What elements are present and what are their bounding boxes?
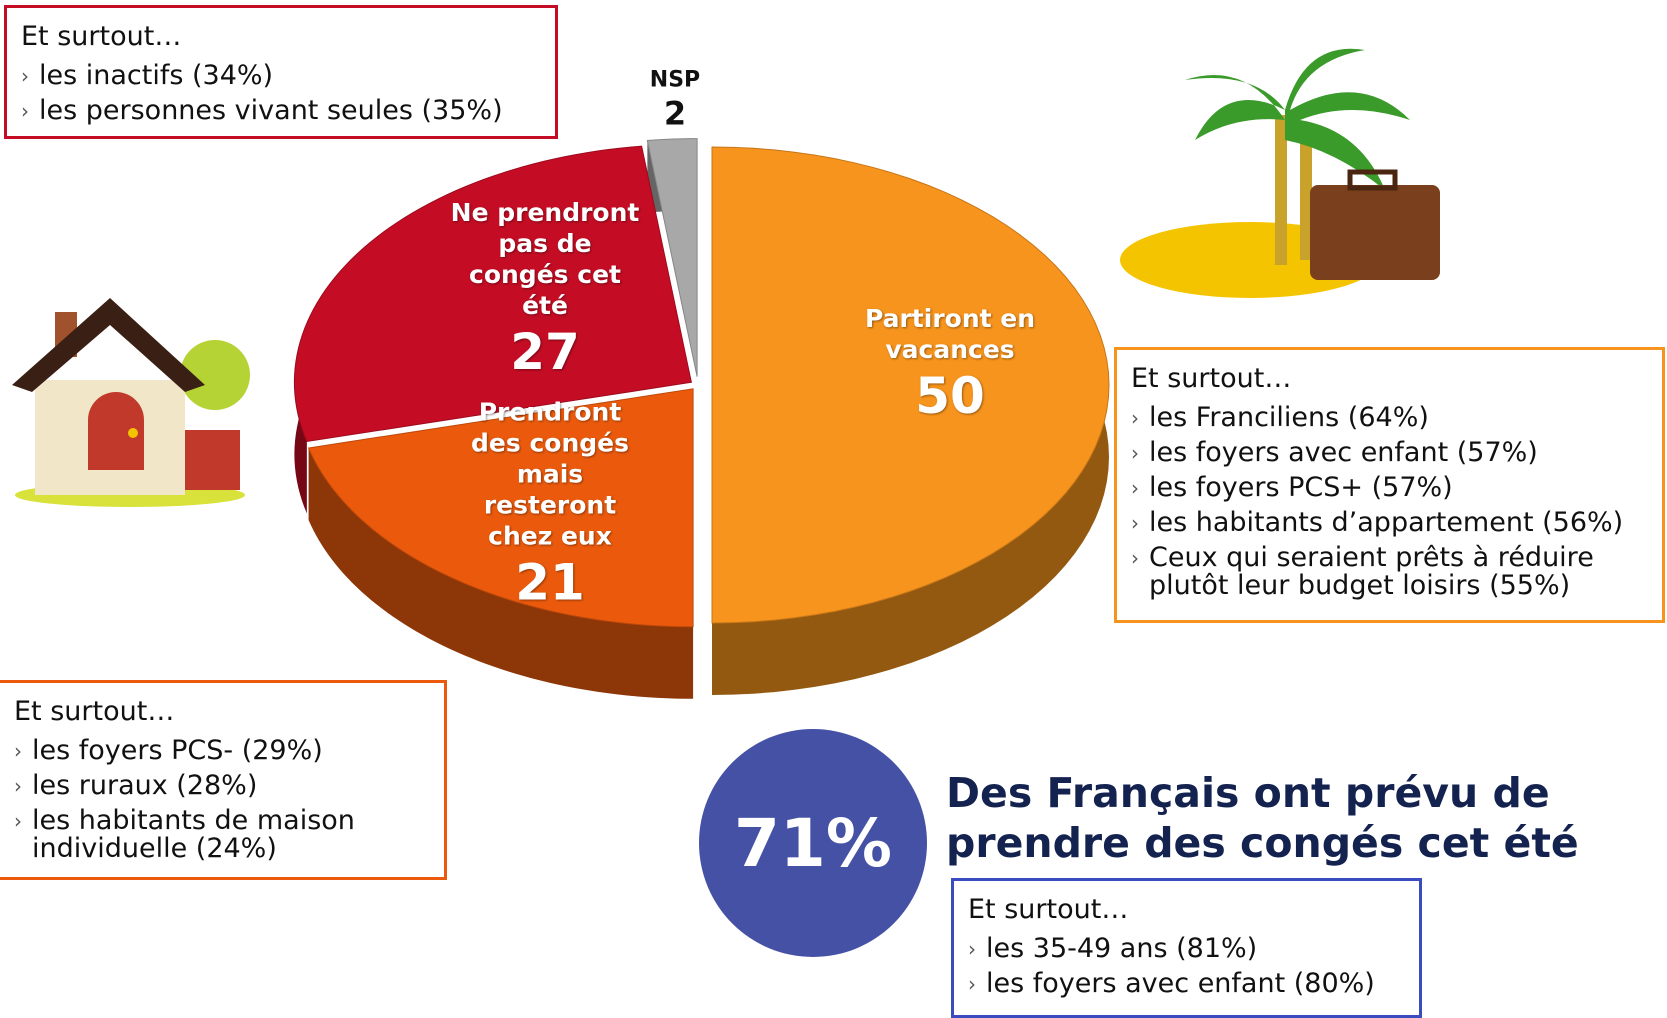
callout-heading: Et surtout… (968, 894, 1129, 925)
callout-list: les Franciliens (64%) les foyers avec enf… (1131, 404, 1648, 600)
value-label: 21 (515, 553, 585, 612)
slice-label: Prendront des congés mais resteront chez… (455, 397, 645, 614)
summary-figure: 71% (699, 729, 927, 957)
value-label: 2 (663, 94, 687, 133)
callout: Et surtout… les inactifs (34%) les personn… (4, 5, 558, 139)
callout-item: les foyers avec enfant (80%) (968, 970, 1405, 999)
callout-item: les Franciliens (64%) (1131, 404, 1648, 433)
callout-item: les ruraux (28%) (14, 772, 430, 801)
callout-item: les foyers PCS- (29%) (14, 737, 430, 766)
house-icon (12, 298, 250, 507)
value-label: 27 (510, 323, 580, 381)
slice-label: Partiront en vacances 50 (850, 303, 1050, 427)
summary-headline: Des Français ont prévu de prendre des co… (946, 769, 1579, 867)
callout-item: Ceux qui seraient prêts à réduire plutôt… (1131, 544, 1648, 600)
slice (646, 138, 698, 377)
callout: Et surtout… les foyers PCS- (29%) les rura… (0, 680, 447, 880)
callout-item: les habitants de maison individuelle (24… (14, 807, 430, 863)
slice (711, 146, 1110, 624)
callout-list: les 35-49 ans (81%) les foyers avec enfan… (968, 935, 1405, 999)
category-label: Ne prendront pas de congés cet été (450, 198, 640, 320)
callout-item: les habitants d’appartement (56%) (1131, 509, 1648, 538)
callout-item: les 35-49 ans (81%) (968, 935, 1405, 964)
callout-heading: Et surtout… (14, 696, 175, 727)
callout-list: les inactifs (34%) les personnes vivant s… (21, 62, 541, 126)
callout: Et surtout… les 35-49 ans (81%) les foyers… (951, 878, 1422, 1018)
island-icon (1120, 48, 1440, 298)
category-label: NSP (649, 67, 701, 93)
callout-list: les foyers PCS- (29%) les ruraux (28%) les… (14, 737, 430, 863)
callout-item: les foyers PCS+ (57%) (1131, 474, 1648, 503)
callout-heading: Et surtout… (1131, 363, 1292, 394)
callout-heading: Et surtout… (21, 21, 182, 52)
callout-item: les personnes vivant seules (35%) (21, 97, 541, 126)
category-label: Partiront en vacances (864, 304, 1036, 364)
callout-item: les inactifs (34%) (21, 62, 541, 91)
slice (293, 145, 692, 443)
slice (307, 388, 694, 628)
value-label: 50 (915, 367, 985, 425)
callout-item: les foyers avec enfant (57%) (1131, 439, 1648, 468)
category-label: Prendront des congés mais resteront chez… (471, 397, 629, 551)
slice-label: NSP 2 (635, 65, 715, 132)
slice-label: Ne prendront pas de congés cet été 27 (445, 197, 645, 383)
slice-side (308, 447, 694, 699)
callout: Et surtout… les Franciliens (64%) les foye… (1114, 347, 1665, 623)
